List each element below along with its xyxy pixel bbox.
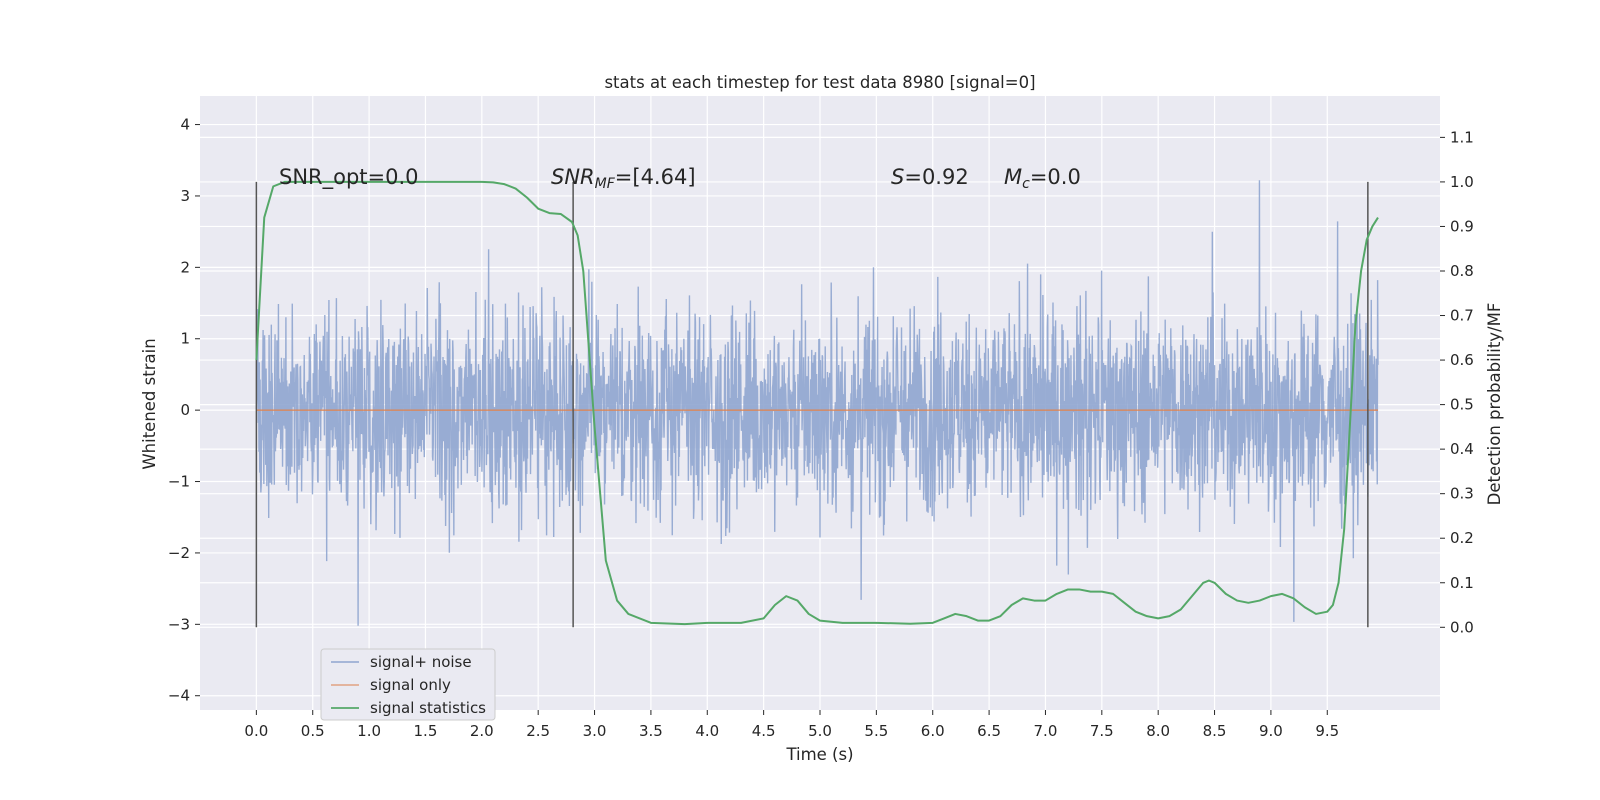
y2-tick-label: 0.8 bbox=[1450, 262, 1474, 280]
x-tick-label: 0.5 bbox=[301, 722, 325, 740]
x-tick-label: 0.0 bbox=[244, 722, 268, 740]
signal-statistics-line bbox=[255, 180, 1379, 626]
annotation-mc-sub: c bbox=[1022, 176, 1030, 192]
signal-statistics-series bbox=[255, 180, 1379, 626]
legend-label-stat: signal statistics bbox=[370, 699, 486, 717]
x-axis-ticks: 0.0 0.5 1.0 1.5 2.0 2.5 3.0 3.5 4.0 4.5 5.0 5.5 6.0 6… bbox=[244, 710, 1339, 740]
x-tick-label: 4.0 bbox=[695, 722, 719, 740]
legend-box bbox=[320, 648, 496, 721]
x-tick-label: 8.5 bbox=[1203, 722, 1227, 740]
x-tick-label: 5.5 bbox=[864, 722, 888, 740]
y2-tick-label: 0.4 bbox=[1450, 440, 1474, 458]
x-tick-label: 3.5 bbox=[639, 722, 663, 740]
y-tick-label: −4 bbox=[168, 687, 190, 705]
legend-label-signal: signal only bbox=[370, 676, 451, 694]
y2-tick-label: 1.1 bbox=[1450, 128, 1474, 146]
annotation-mc: Mc=0.0 bbox=[1004, 165, 1081, 192]
y2-axis-ticks: 1.1 1.0 0.9 0.8 0.7 0.6 0.5 0.4 0.3 0.2 0.1 0.0 bbox=[1440, 128, 1474, 636]
y2-axis-label: Detection probability/MF bbox=[1485, 303, 1504, 506]
chart-title: stats at each timestep for test data 898… bbox=[604, 73, 1035, 92]
y2-tick-label: 0.6 bbox=[1450, 351, 1474, 369]
x-tick-label: 2.0 bbox=[470, 722, 494, 740]
annotation-s-prefix: S bbox=[891, 165, 904, 189]
y-tick-label: 1 bbox=[180, 330, 190, 348]
x-tick-label: 2.5 bbox=[526, 722, 550, 740]
x-tick-label: 7.0 bbox=[1034, 722, 1058, 740]
y-tick-label: −3 bbox=[168, 615, 190, 633]
x-tick-label: 3.0 bbox=[583, 722, 607, 740]
annotation-s: S=0.92 bbox=[891, 165, 969, 189]
x-axis-label: Time (s) bbox=[785, 745, 853, 764]
x-tick-label: 8.0 bbox=[1146, 722, 1170, 740]
y-tick-label: −1 bbox=[168, 473, 190, 491]
x-tick-label: 6.5 bbox=[977, 722, 1001, 740]
x-tick-label: 4.5 bbox=[752, 722, 776, 740]
legend-label-noise: signal+ noise bbox=[370, 653, 472, 671]
y2-tick-label: 1.0 bbox=[1450, 173, 1474, 191]
y2-tick-label: 0.1 bbox=[1450, 574, 1474, 592]
y-tick-label: 2 bbox=[180, 258, 190, 276]
y-axis-label: Whitened strain bbox=[140, 338, 159, 469]
y2-tick-label: 0.3 bbox=[1450, 485, 1474, 503]
x-tick-label: 6.0 bbox=[921, 722, 945, 740]
y2-tick-label: 0.7 bbox=[1450, 307, 1474, 325]
y-tick-label: 0 bbox=[180, 401, 190, 419]
y2-tick-label: 0.0 bbox=[1450, 618, 1474, 636]
vertical-lines bbox=[255, 181, 1369, 628]
annotation-snr-mf-sub: MF bbox=[595, 176, 616, 192]
annotation-snr-mf: SNRMF=[4.64] bbox=[551, 165, 696, 192]
annotation-mc-value: =0.0 bbox=[1030, 165, 1081, 189]
y-tick-label: −2 bbox=[168, 544, 190, 562]
y2-tick-label: 0.9 bbox=[1450, 217, 1474, 235]
annotation-snr-opt: SNR_opt=0.0 bbox=[279, 165, 419, 190]
y2-tick-label: 0.2 bbox=[1450, 529, 1474, 547]
x-tick-label: 7.5 bbox=[1090, 722, 1114, 740]
annotation-mc-prefix: M bbox=[1004, 165, 1022, 189]
x-tick-label: 5.0 bbox=[808, 722, 832, 740]
y2-tick-label: 0.5 bbox=[1450, 396, 1474, 414]
annotation-snr-mf-value: =[4.64] bbox=[615, 165, 696, 189]
noise-line bbox=[255, 180, 1379, 626]
legend: signal+ noise signal only signal statist… bbox=[320, 648, 496, 721]
y-axis-ticks: 4 3 2 1 0 −1 −2 −3 −4 bbox=[168, 116, 200, 705]
noise-series bbox=[255, 180, 1379, 626]
x-tick-label: 1.5 bbox=[414, 722, 438, 740]
x-tick-label: 1.0 bbox=[357, 722, 381, 740]
y-tick-label: 4 bbox=[180, 116, 190, 134]
x-tick-label: 9.5 bbox=[1315, 722, 1339, 740]
annotation-s-value: =0.92 bbox=[904, 165, 968, 189]
y-tick-label: 3 bbox=[180, 187, 190, 205]
annotation-snr-mf-prefix: SNR bbox=[551, 165, 595, 189]
x-tick-label: 9.0 bbox=[1259, 722, 1283, 740]
